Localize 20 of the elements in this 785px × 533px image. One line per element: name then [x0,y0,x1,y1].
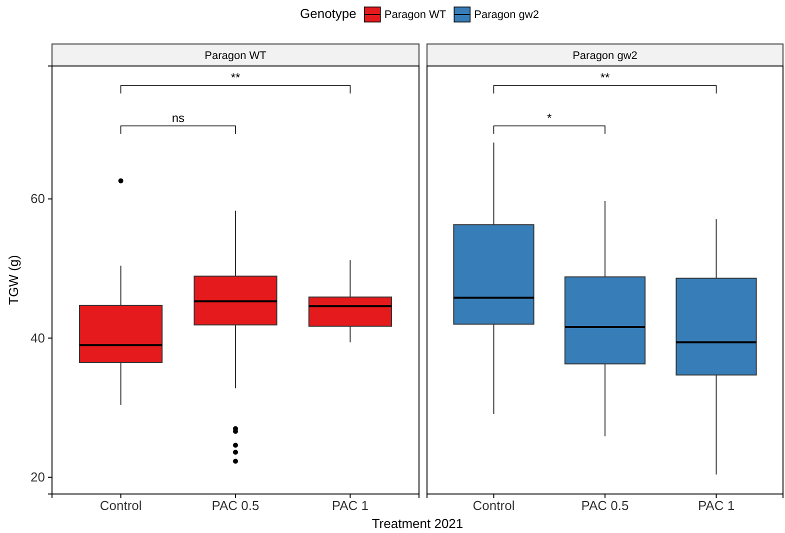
y-tick-label: 20 [30,469,45,484]
x-tick-label: Control [472,498,515,514]
x-tick-label: PAC 0.5 [212,498,260,514]
x-tick-label: Control [100,498,142,514]
chart-title: Paragon WT [204,50,267,62]
legend-label: Paragon gw2 [474,9,539,21]
x-tick-label: PAC 1 [332,498,368,514]
y-tick-label: 40 [30,330,45,346]
annotation: ** [230,70,240,84]
annotation: ns [172,110,184,125]
x-tick-label: PAC 1 [698,498,735,514]
annotation: * [547,110,552,125]
y-axis-title: TGW (g) [6,255,21,305]
x-tick-label: PAC 0.5 [581,498,629,514]
chart-title: Paragon gw2 [572,50,638,62]
annotation: ** [600,70,610,84]
y-tick-label: 60 [30,191,45,206]
x-axis-title: Treatment 2021 [372,516,464,531]
legend-label: Paragon WT [384,9,446,21]
legend-title: Genotype [300,6,356,21]
